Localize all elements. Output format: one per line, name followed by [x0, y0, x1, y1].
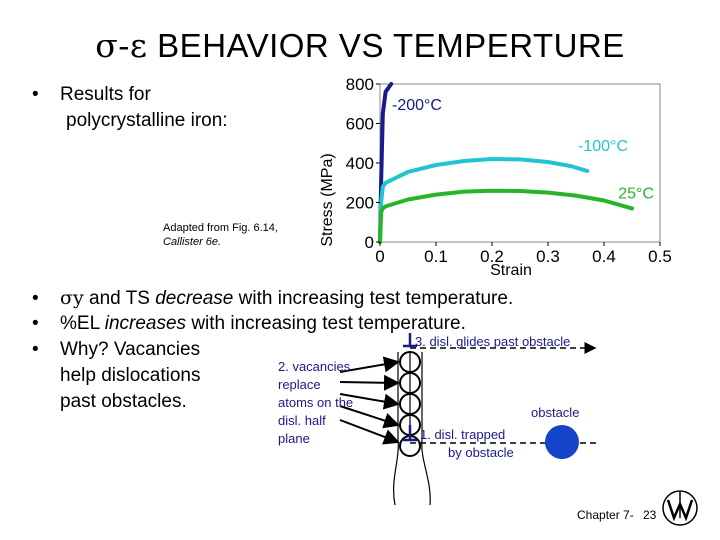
title-text: BEHAVIOR VS TEMPERTURE — [147, 27, 625, 64]
university-logo — [662, 490, 698, 526]
bullet1-prefix: σy — [60, 287, 84, 309]
bullet1-rest: with increasing test temperature. — [233, 288, 514, 309]
lattice-line-left — [392, 352, 399, 506]
bullet-why: • Why? Vacancies help dislocations past o… — [32, 339, 201, 412]
dislocation-diagram: 3. disl. glides past obstacle 2. vacanci… — [278, 333, 600, 506]
caption-line2: Callister 6e. — [163, 236, 222, 248]
footer-chapter: Chapter 7- — [577, 508, 634, 522]
y-tick-label: 800 — [346, 75, 374, 94]
bullet2-rest: with increasing test temperature. — [186, 313, 466, 334]
svg-text:atoms on the: atoms on the — [278, 395, 353, 410]
y-tick-label: 200 — [346, 194, 374, 213]
y-tick-label: 600 — [346, 115, 374, 134]
bullet3-line1: Why? Vacancies — [60, 339, 201, 360]
stress-strain-chart: -200°C -100°C 25°C 0 200 400 600 800 0 0.1 0.2 0.3… — [319, 75, 672, 279]
plot-frame — [379, 83, 661, 243]
svg-text:plane: plane — [278, 431, 310, 446]
y-tick-label: 0 — [365, 233, 374, 252]
bullet1-text: and TS — [83, 288, 156, 309]
svg-text:disl. half: disl. half — [278, 413, 326, 428]
dislocation-trapped-symbol — [403, 425, 417, 442]
x-tick-label: 0.4 — [592, 247, 616, 266]
bullet-elongation: • %EL increases with increasing test temp… — [32, 313, 466, 334]
bullet2-emphasis: increases — [104, 313, 187, 334]
series-label-2: 25°C — [618, 185, 654, 202]
caption-line1: Adapted from Fig. 6.14, — [163, 222, 278, 234]
lattice-line-right — [421, 352, 431, 506]
obstacle-circle — [545, 425, 579, 459]
y-tick-label: 400 — [346, 154, 374, 173]
svg-text:replace: replace — [278, 377, 321, 392]
series-line-1 — [378, 157, 590, 244]
bullet3-line3: past obstacles. — [60, 391, 187, 412]
bullet3-line2: help dislocations — [60, 365, 201, 386]
series-label-1: -100°C — [578, 138, 628, 155]
footer-page-number: 23 — [643, 508, 657, 522]
x-axis-label: Strain — [490, 262, 532, 279]
label-vacancies: 2. vacancies replace atoms on the disl. … — [278, 359, 353, 446]
bullet-yield-ts: • σy and TS decrease with increasing test… — [32, 287, 514, 309]
svg-text:2. vacancies: 2. vacancies — [278, 359, 351, 374]
svg-text:1. disl. trapped: 1. disl. trapped — [420, 427, 505, 442]
label-obstacle: obstacle — [531, 405, 579, 420]
x-tick-label: 0.1 — [424, 247, 448, 266]
results-line1: Results for — [60, 84, 151, 105]
title-symbol: σ-ε — [95, 26, 148, 65]
slide-title: σ-ε BEHAVIOR VS TEMPERTURE — [0, 26, 720, 65]
x-tick-label: 0.3 — [536, 247, 560, 266]
y-axis-label: Stress (MPa) — [319, 153, 336, 246]
results-line2: polycrystalline iron: — [66, 110, 228, 131]
vacancy-arrows — [339, 356, 400, 445]
dislocation-glided-symbol — [403, 333, 417, 348]
x-tick-label: 0.5 — [648, 247, 672, 266]
x-tick-label: 0.2 — [480, 247, 504, 266]
x-tick-label: 0 — [375, 247, 384, 266]
series-label-0: -200°C — [392, 97, 442, 114]
bullet-results: • Results for polycrystalline iron: — [32, 84, 228, 131]
figure-caption: Adapted from Fig. 6.14, Callister 6e. — [163, 221, 278, 249]
label-trapped: 1. disl. trapped by obstacle — [420, 427, 514, 460]
svg-text:by obstacle: by obstacle — [448, 445, 514, 460]
label-glide: 3. disl. glides past obstacle — [415, 334, 570, 349]
bullet1-emphasis: decrease — [155, 288, 234, 309]
bullet2-prefix: %EL — [60, 313, 105, 334]
series-line-2 — [378, 188, 634, 244]
